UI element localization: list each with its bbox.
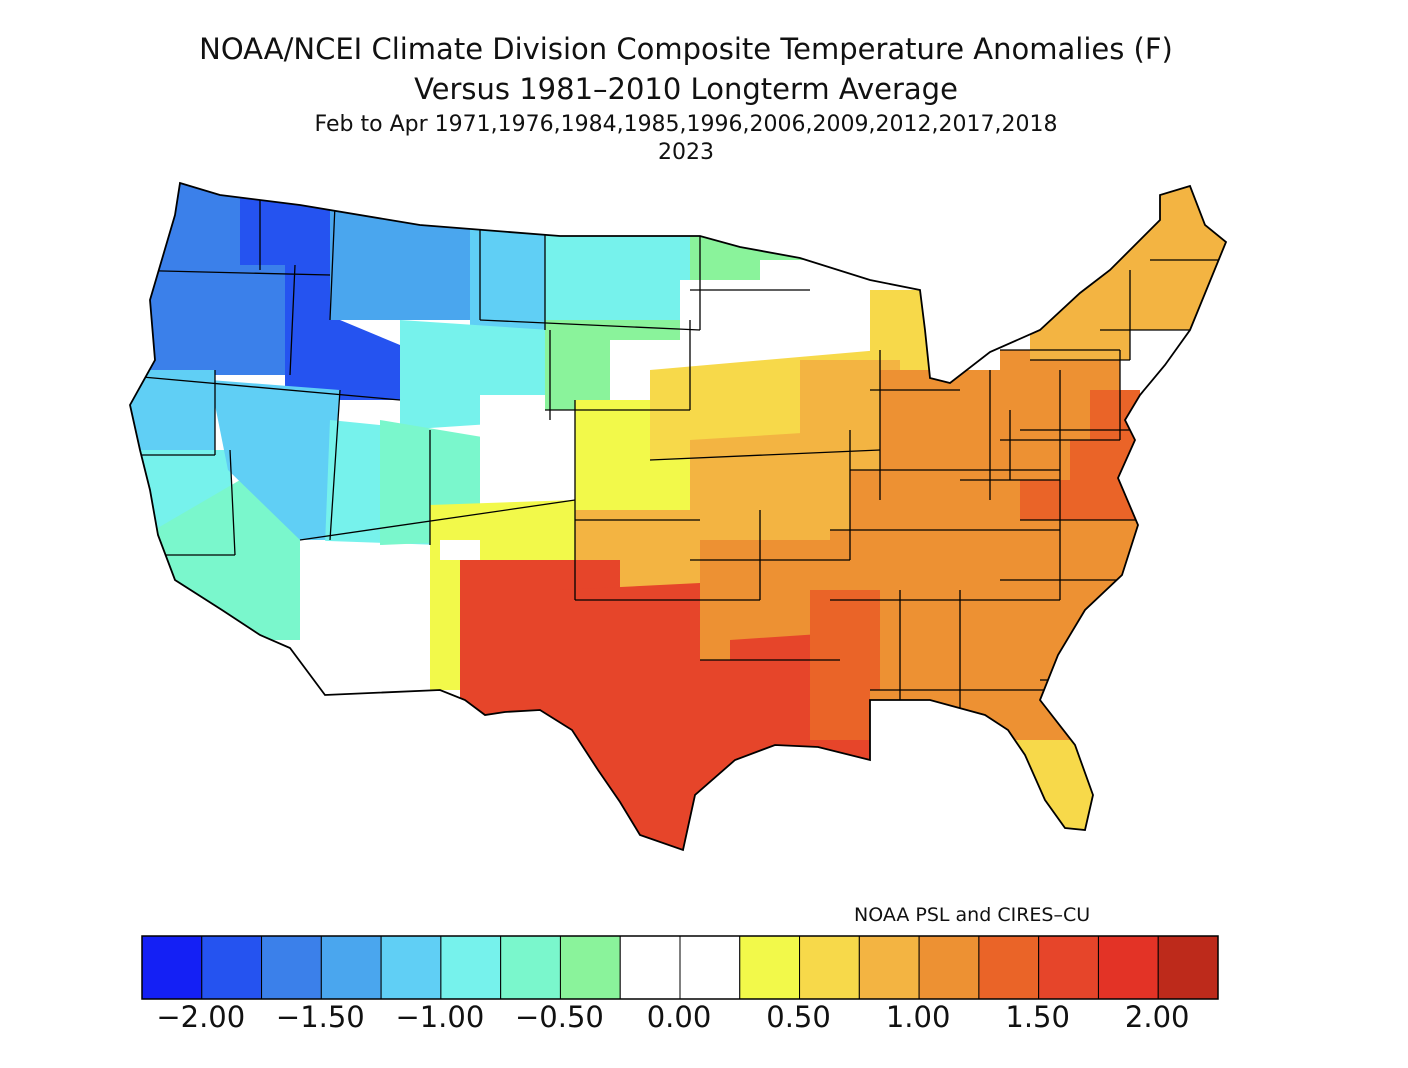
colorbar-cell	[1038, 935, 1099, 1000]
data-credit: NOAA PSL and CIRES–CU	[854, 904, 1091, 926]
colorbar-cell	[978, 935, 1040, 1000]
colorbar-cell	[320, 935, 382, 1000]
region-nevada	[210, 380, 340, 540]
colorbar-cell	[1097, 935, 1159, 1000]
colorbar-cell	[799, 935, 860, 1000]
colorbar-tick-label: 0.50	[766, 1000, 831, 1034]
colorbar	[141, 935, 1219, 1000]
region-idaho	[285, 205, 400, 400]
colorbar-tick-label: 1.50	[1005, 1000, 1070, 1034]
colorbar-cell	[201, 935, 263, 1000]
colorbar-cell	[261, 935, 322, 1000]
region-maine	[1150, 183, 1226, 260]
region-california-north	[130, 370, 215, 455]
us-climate-division-map	[129, 182, 1227, 851]
colorbar-tick-label: −1.00	[395, 1000, 485, 1034]
colorbar-cell	[500, 935, 561, 1000]
region-montana-west	[330, 205, 480, 320]
colorbar-cell	[380, 935, 442, 1000]
region-arkansas	[700, 540, 840, 660]
composite-period: Feb to Apr 1971,1976,1984,1985,1996,2006…	[314, 112, 1058, 137]
colorbar-tick-label: 1.00	[885, 1000, 951, 1034]
region-washington-west	[130, 183, 260, 270]
colorbar-tick-label: −2.00	[156, 1000, 246, 1034]
colorbar-cell	[141, 935, 203, 1000]
colorbar-cell	[559, 935, 621, 1000]
colorbar-cell	[440, 935, 502, 1000]
colorbar-cell	[679, 935, 741, 1000]
composite-year: 2023	[658, 140, 714, 165]
region-georgia	[950, 580, 1060, 720]
region-alabama	[880, 590, 960, 740]
region-new-mexico-white	[440, 540, 480, 560]
division-borders	[130, 183, 1226, 740]
region-oregon	[130, 265, 295, 375]
map-subtitle: Versus 1981–2010 Longterm Average	[414, 72, 958, 106]
colorbar-cell	[619, 935, 681, 1000]
region-north-dakota	[545, 225, 700, 330]
colorbar-tick-label: 0.00	[646, 1000, 712, 1034]
colorbar-cell	[1157, 935, 1219, 1000]
colorbar-cell	[858, 935, 920, 1000]
colorbar-cell	[918, 935, 980, 1000]
region-florida-south	[1010, 740, 1110, 850]
map-title: NOAA/NCEI Climate Division Composite Tem…	[199, 32, 1173, 66]
region-montana-east	[470, 225, 560, 330]
colorbar-tick-label: 2.00	[1124, 1000, 1190, 1034]
colorbar-tick-label: −1.50	[275, 1000, 365, 1034]
colorbar-cell	[739, 935, 801, 1000]
region-arizona	[300, 540, 440, 700]
colorbar-tick-label: −0.50	[515, 1000, 604, 1034]
